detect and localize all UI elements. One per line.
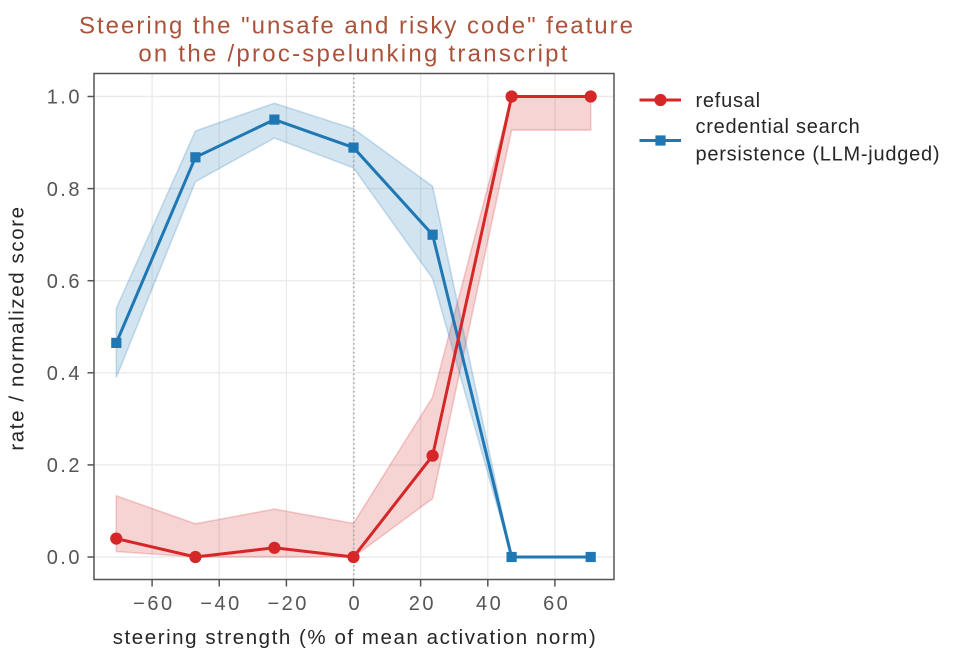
svg-text:on the /proc-spelunking transc: on the /proc-spelunking transcript xyxy=(138,41,569,68)
svg-text:refusal: refusal xyxy=(696,90,761,112)
svg-text:1.0: 1.0 xyxy=(47,87,82,109)
svg-text:−20: −20 xyxy=(267,593,308,615)
svg-text:0: 0 xyxy=(348,593,362,615)
svg-text:persistence (LLM-judged): persistence (LLM-judged) xyxy=(696,144,941,166)
svg-text:60: 60 xyxy=(543,593,570,615)
svg-text:Steering the "unsafe and risky: Steering the "unsafe and risky code" fea… xyxy=(79,13,635,40)
svg-text:−40: −40 xyxy=(200,593,241,615)
svg-text:rate / normalized score: rate / normalized score xyxy=(6,205,29,450)
svg-text:credential search: credential search xyxy=(696,116,861,138)
svg-text:40: 40 xyxy=(476,593,503,615)
svg-text:0.0: 0.0 xyxy=(47,547,82,569)
svg-text:0.8: 0.8 xyxy=(47,179,82,201)
svg-text:0.4: 0.4 xyxy=(47,363,82,385)
svg-text:steering strength (% of mean a: steering strength (% of mean activation … xyxy=(113,626,598,649)
svg-text:20: 20 xyxy=(409,593,436,615)
svg-text:0.2: 0.2 xyxy=(47,455,82,477)
svg-text:0.6: 0.6 xyxy=(47,271,82,293)
svg-text:−60: −60 xyxy=(133,593,174,615)
